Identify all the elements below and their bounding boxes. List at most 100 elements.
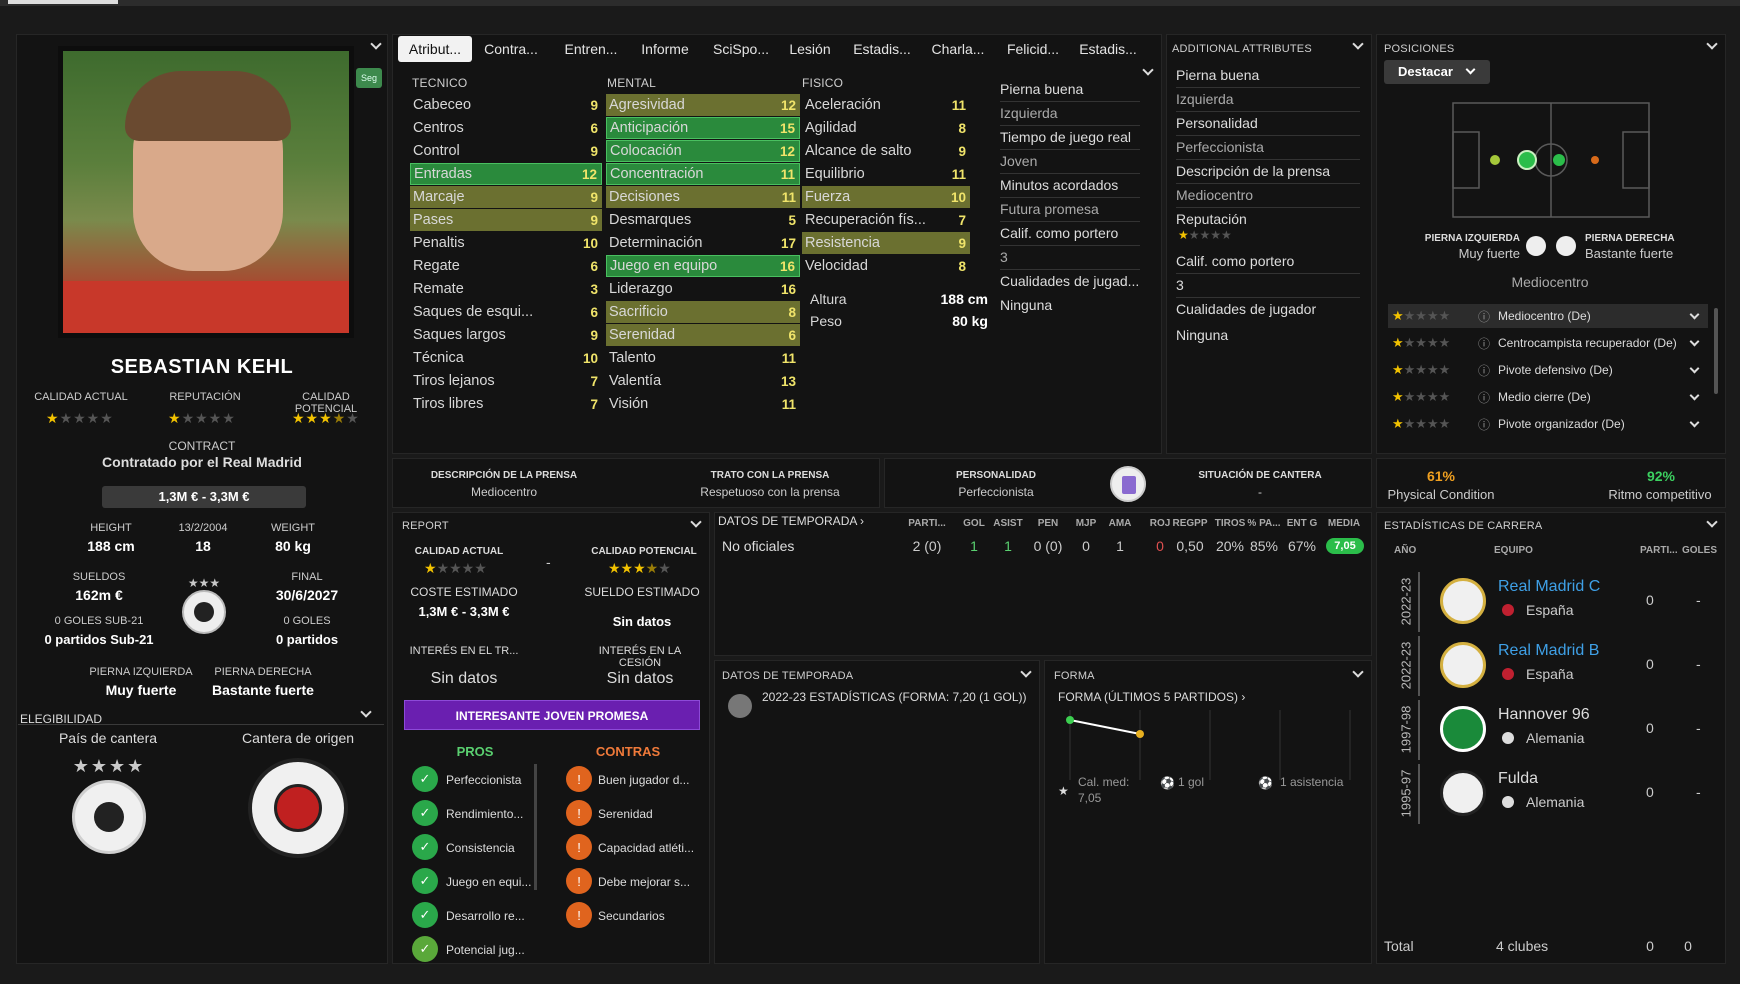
fisico-attr-row[interactable]: Aceleración 11 bbox=[802, 94, 970, 116]
role-chevron-icon[interactable] bbox=[1689, 417, 1700, 427]
destacar-button[interactable]: Destacar bbox=[1384, 60, 1490, 84]
tab-3[interactable]: Informe bbox=[641, 41, 689, 57]
season-col-header[interactable]: PEN bbox=[1037, 518, 1059, 529]
tecnico-attr-row[interactable]: Entradas 12 bbox=[410, 163, 602, 185]
mental-attr-row[interactable]: Sacrificio 8 bbox=[606, 301, 800, 323]
mental-attr-value: 17 bbox=[780, 235, 796, 251]
tecnico-attr-name: Tiros libres bbox=[413, 396, 484, 412]
mental-attr-row[interactable]: Colocación 12 bbox=[606, 140, 800, 162]
mental-attr-row[interactable]: Visión 11 bbox=[606, 393, 800, 415]
role-chevron-icon[interactable] bbox=[1689, 336, 1700, 346]
tab-6[interactable]: Estadis... bbox=[853, 41, 911, 57]
career-team[interactable]: Real Madrid C bbox=[1498, 578, 1601, 595]
role-row[interactable]: ★★★★★ ⓘ Pivote defensivo (De) bbox=[1388, 358, 1708, 382]
tab-7[interactable]: Charla... bbox=[931, 41, 985, 57]
role-row[interactable]: ★★★★★ ⓘ Mediocentro (De) bbox=[1388, 304, 1708, 328]
tecnico-attr-row[interactable]: Regate 6 bbox=[410, 255, 602, 277]
contras-title: CONTRAS bbox=[595, 744, 661, 759]
role-row[interactable]: ★★★★★ ⓘ Centrocampista recuperador (De) bbox=[1388, 331, 1708, 355]
pros-scrollbar[interactable] bbox=[534, 764, 537, 890]
pos-dot-mc bbox=[1517, 150, 1537, 170]
season-col-header[interactable]: MJP bbox=[1075, 518, 1097, 529]
season-col-header[interactable]: TIROS bbox=[1214, 518, 1246, 529]
fisico-attr-row[interactable]: Resistencia 9 bbox=[802, 232, 970, 254]
tab-1[interactable]: Contra... bbox=[484, 41, 538, 57]
tecnico-attr-row[interactable]: Tiros libres 7 bbox=[410, 393, 602, 415]
info-icon[interactable]: ⓘ bbox=[1478, 363, 1491, 378]
tecnico-attr-row[interactable]: Pases 9 bbox=[410, 209, 602, 231]
mental-attr-value: 16 bbox=[779, 258, 795, 274]
role-chevron-icon[interactable] bbox=[1689, 309, 1700, 319]
tecnico-attr-row[interactable]: Saques largos 9 bbox=[410, 324, 602, 346]
contra-item: Secundarios bbox=[598, 909, 665, 923]
tab-8[interactable]: Felicid... bbox=[1006, 41, 1060, 57]
tecnico-attr-value: 7 bbox=[590, 396, 598, 412]
info-icon[interactable]: ⓘ bbox=[1478, 390, 1491, 405]
info-icon[interactable]: ⓘ bbox=[1478, 417, 1491, 432]
mental-attr-row[interactable]: Determinación 17 bbox=[606, 232, 800, 254]
tecnico-attr-row[interactable]: Penaltis 10 bbox=[410, 232, 602, 254]
fisico-attr-row[interactable]: Recuperación fís... 7 bbox=[802, 209, 970, 231]
season-col-header[interactable]: ASIST bbox=[993, 518, 1023, 529]
info-item: Joven bbox=[1000, 150, 1140, 174]
fisico-attr-row[interactable]: Equilibrio 11 bbox=[802, 163, 970, 185]
roles-scrollbar[interactable] bbox=[1714, 308, 1718, 394]
tab-0[interactable]: Atribut... bbox=[398, 36, 472, 62]
role-chevron-icon[interactable] bbox=[1689, 390, 1700, 400]
mental-attr-value: 11 bbox=[781, 350, 796, 366]
tecnico-attr-row[interactable]: Saques de esqui... 6 bbox=[410, 301, 602, 323]
tecnico-attr-row[interactable]: Control 9 bbox=[410, 140, 602, 162]
season-col-header[interactable]: GOL bbox=[963, 518, 985, 529]
mental-attr-row[interactable]: Serenidad 6 bbox=[606, 324, 800, 346]
season-title[interactable]: DATOS DE TEMPORADA › bbox=[718, 514, 865, 528]
role-row[interactable]: ★★★★★ ⓘ Medio cierre (De) bbox=[1388, 385, 1708, 409]
role-chevron-icon[interactable] bbox=[1689, 363, 1700, 373]
info-icon[interactable]: ⓘ bbox=[1478, 336, 1491, 351]
mental-attr-name: Decisiones bbox=[609, 189, 680, 205]
tab-4[interactable]: SciSpo... bbox=[712, 41, 770, 57]
fisico-attr-row[interactable]: Alcance de salto 9 bbox=[802, 140, 970, 162]
mental-attr-row[interactable]: Concentración 11 bbox=[606, 163, 800, 185]
mental-attr-row[interactable]: Juego en equipo 16 bbox=[606, 255, 800, 277]
mental-attr-row[interactable]: Valentía 13 bbox=[606, 370, 800, 392]
mental-attr-row[interactable]: Decisiones 11 bbox=[606, 186, 800, 208]
info-icon[interactable]: ⓘ bbox=[1478, 309, 1491, 324]
season-col-header[interactable]: REGPP bbox=[1172, 518, 1208, 529]
role-row[interactable]: ★★★★★ ⓘ Pivote organizador (De) bbox=[1388, 412, 1708, 436]
season-col-header[interactable]: PARTI... bbox=[908, 518, 946, 529]
season-col-header[interactable]: % PA... bbox=[1247, 518, 1281, 529]
tecnico-attr-row[interactable]: Marcaje 9 bbox=[410, 186, 602, 208]
mental-attr-row[interactable]: Desmarques 5 bbox=[606, 209, 800, 231]
tecnico-attr-row[interactable]: Centros 6 bbox=[410, 117, 602, 139]
top-tab-indicator[interactable] bbox=[8, 0, 118, 4]
mental-attr-row[interactable]: Agresividad 12 bbox=[606, 94, 800, 116]
tecnico-attr-row[interactable]: Cabeceo 9 bbox=[410, 94, 602, 116]
tecnico-attr-row[interactable]: Técnica 10 bbox=[410, 347, 602, 369]
season-col-header[interactable]: ROJ bbox=[1149, 518, 1171, 529]
tab-2[interactable]: Entren... bbox=[564, 41, 618, 57]
career-team[interactable]: Fulda bbox=[1498, 770, 1539, 787]
mental-attr-row[interactable]: Anticipación 15 bbox=[606, 117, 800, 139]
tecnico-attr-row[interactable]: Remate 3 bbox=[410, 278, 602, 300]
fisico-attr-row[interactable]: Agilidad 8 bbox=[802, 117, 970, 139]
tab-5[interactable]: Lesión bbox=[789, 41, 831, 57]
mental-attr-value: 8 bbox=[788, 304, 796, 320]
form-subtitle[interactable]: FORMA (ÚLTIMOS 5 PARTIDOS) › bbox=[1058, 690, 1246, 704]
fisico-attr-row[interactable]: Velocidad 8 bbox=[802, 255, 970, 277]
mental-attr-row[interactable]: Talento 11 bbox=[606, 347, 800, 369]
season-col-header[interactable]: MEDIA bbox=[1327, 518, 1361, 529]
career-team[interactable]: Hannover 96 bbox=[1498, 706, 1590, 723]
mental-attr-value: 12 bbox=[780, 97, 796, 113]
fisico-attr-row[interactable]: Fuerza 10 bbox=[802, 186, 970, 208]
fisico-attr-value: 10 bbox=[950, 189, 966, 205]
mental-attr-row[interactable]: Liderazgo 16 bbox=[606, 278, 800, 300]
eligibility-title[interactable]: ELEGIBILIDAD bbox=[20, 712, 103, 726]
career-team[interactable]: Real Madrid B bbox=[1498, 642, 1600, 659]
tecnico-attr-row[interactable]: Tiros lejanos 7 bbox=[410, 370, 602, 392]
mental-attr-name: Juego en equipo bbox=[610, 258, 718, 274]
season-col-header[interactable]: AMA bbox=[1108, 518, 1132, 529]
seg-badge[interactable]: Seg bbox=[356, 68, 382, 88]
tab-9[interactable]: Estadis... bbox=[1079, 41, 1137, 57]
contra-item: Debe mejorar s... bbox=[598, 875, 691, 889]
season-col-header[interactable]: ENT G bbox=[1286, 518, 1318, 529]
